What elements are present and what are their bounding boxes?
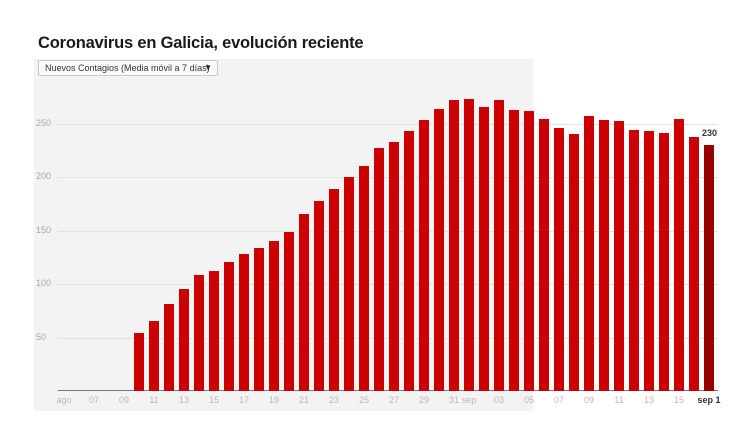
gridline (58, 177, 718, 178)
x-tick-label: sep 1 (697, 395, 721, 405)
chart-title: Coronavirus en Galicia, evolución recien… (38, 34, 364, 52)
last-value-label: 230 (702, 128, 718, 138)
bar[interactable] (479, 107, 489, 391)
bar[interactable] (689, 137, 699, 391)
bar[interactable] (599, 120, 609, 391)
x-tick-label: 13 (178, 395, 190, 405)
bar[interactable] (449, 100, 459, 391)
bar[interactable] (494, 100, 504, 391)
x-tick-label: 15 (673, 395, 685, 405)
bar[interactable] (224, 262, 234, 391)
bar[interactable] (269, 241, 279, 391)
bar[interactable] (149, 321, 159, 391)
y-tick-label: 50 (36, 332, 47, 342)
x-tick-label: 29 (418, 395, 430, 405)
bar[interactable] (584, 116, 594, 391)
x-axis-line (58, 390, 718, 391)
x-tick-label: 05 (523, 395, 535, 405)
x-tick-label: 07 (88, 395, 100, 405)
bar[interactable] (554, 128, 564, 391)
bar[interactable] (254, 248, 264, 391)
bar[interactable] (404, 131, 414, 391)
bar[interactable] (359, 166, 369, 391)
x-tick-label: 15 (208, 395, 220, 405)
bar[interactable] (464, 99, 474, 391)
x-tick-label: 17 (238, 395, 250, 405)
bar[interactable] (314, 201, 324, 391)
x-tick-label: 03 (493, 395, 505, 405)
x-tick-label: 25 (358, 395, 370, 405)
gridline (58, 124, 718, 125)
x-tick-label: 13 (643, 395, 655, 405)
dropdown-arrow-icon: ▼ (204, 63, 212, 72)
bar[interactable] (509, 110, 519, 391)
x-tick-label: 23 (328, 395, 340, 405)
bar[interactable] (209, 271, 219, 391)
metric-selector-value: Nuevos Contagios (Media móvil a 7 días) (45, 63, 210, 73)
x-tick-label: ago (56, 395, 72, 405)
bar[interactable] (194, 275, 204, 391)
bar[interactable] (284, 232, 294, 391)
x-tick-label: 19 (268, 395, 280, 405)
bar[interactable] (434, 109, 444, 391)
bar[interactable] (329, 189, 339, 391)
x-tick-label: 21 (298, 395, 310, 405)
x-tick-label: sep (461, 395, 477, 405)
bar[interactable] (674, 119, 684, 391)
y-tick-label: 250 (36, 118, 52, 128)
bar[interactable] (344, 177, 354, 391)
x-tick-label: 27 (388, 395, 400, 405)
bar[interactable] (644, 131, 654, 391)
metric-selector-dropdown[interactable]: Nuevos Contagios (Media móvil a 7 días) … (38, 60, 218, 76)
x-tick-label: 09 (118, 395, 130, 405)
bar[interactable] (704, 145, 714, 391)
x-tick-label: 11 (614, 395, 624, 405)
bar[interactable] (614, 121, 624, 391)
gridline (58, 231, 718, 232)
bar[interactable] (299, 214, 309, 391)
x-tick-label: 07 (553, 395, 565, 405)
x-tick-label: 31 (448, 395, 460, 405)
gridline (58, 338, 718, 339)
bar[interactable] (164, 304, 174, 391)
y-tick-label: 150 (36, 225, 52, 235)
bar[interactable] (524, 111, 534, 391)
bar[interactable] (629, 130, 639, 391)
bar[interactable] (569, 134, 579, 391)
x-tick-label: 11 (149, 395, 159, 405)
bar[interactable] (539, 119, 549, 391)
gridline (58, 284, 718, 285)
x-tick-label: 09 (583, 395, 595, 405)
bar[interactable] (134, 333, 144, 391)
bar[interactable] (389, 142, 399, 391)
bar[interactable] (659, 133, 669, 391)
y-tick-label: 100 (36, 278, 52, 288)
y-tick-label: 200 (36, 171, 52, 181)
bar[interactable] (179, 289, 189, 391)
bar[interactable] (419, 120, 429, 391)
bar[interactable] (239, 254, 249, 391)
bar[interactable] (374, 148, 384, 391)
